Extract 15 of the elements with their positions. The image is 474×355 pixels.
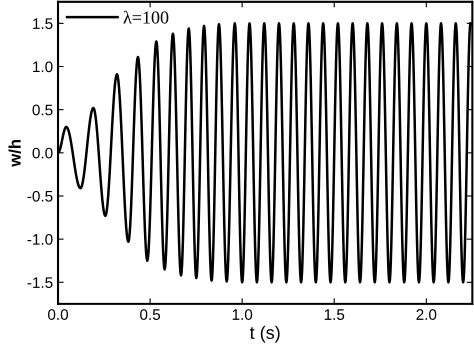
x-tick-label: 2.0 [416, 309, 436, 320]
y-tick-label: 1.5 [33, 18, 53, 30]
y-tick-label: 1.0 [33, 61, 53, 72]
y-tick-label: -1.5 [28, 277, 53, 288]
legend-label: λ=100 [123, 10, 168, 24]
y-tick-label: -1.0 [28, 234, 53, 245]
x-axis-title: t (s) [250, 326, 280, 343]
x-tick-label: 0.5 [140, 309, 160, 320]
x-tick-label: 1.5 [324, 309, 344, 320]
y-tick-label: -0.5 [28, 190, 53, 202]
y-axis-title: w/h [8, 140, 21, 167]
y-tick-label: 0.5 [32, 104, 53, 116]
x-tick-label: 1.0 [232, 309, 252, 320]
y-tick-label: 0.0 [32, 148, 53, 159]
x-tick-label: 0.0 [48, 309, 68, 320]
